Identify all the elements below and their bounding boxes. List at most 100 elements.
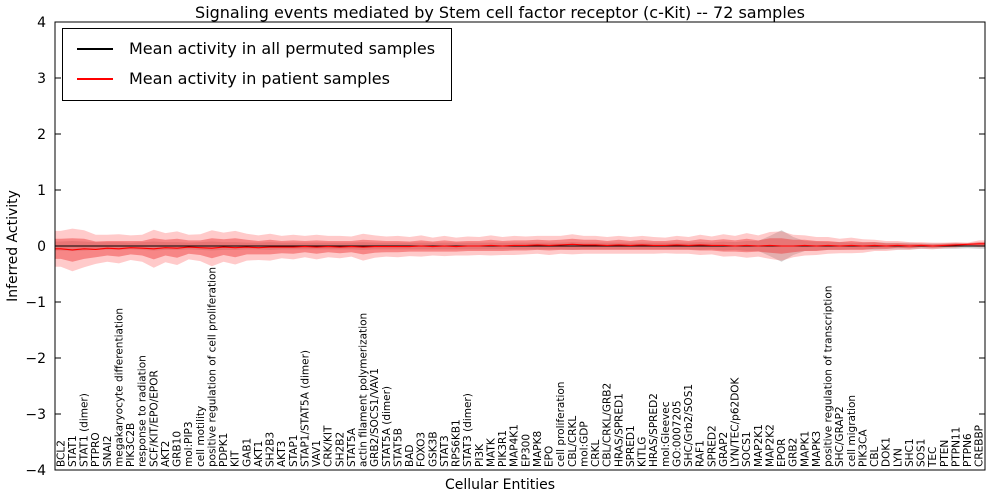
x-tick-label: LYN bbox=[892, 448, 904, 467]
x-tick-label: STAT3 bbox=[439, 435, 451, 467]
x-tick-label: SH2B3 bbox=[265, 432, 277, 467]
x-tick-label: SOCS1 bbox=[741, 431, 753, 467]
series-line-1 bbox=[55, 243, 985, 251]
x-tick-label: EP300 bbox=[520, 434, 532, 467]
x-tick-label: mol:Gleevec bbox=[660, 401, 672, 467]
x-tick-label: positive regulation of transcription bbox=[823, 286, 835, 467]
x-tick-label: response to radiation bbox=[137, 355, 149, 467]
band-patient-spread-inner bbox=[55, 238, 985, 262]
x-tick-label: BCL2 bbox=[55, 440, 67, 467]
x-tick-label: mol:PIP3 bbox=[183, 421, 195, 467]
x-tick-label: AKT2 bbox=[160, 441, 172, 467]
x-tick-label: positive regulation of cell proliferatio… bbox=[206, 267, 218, 467]
chart-title: Signaling events mediated by Stem cell f… bbox=[195, 3, 805, 22]
x-tick-label: EPO bbox=[544, 446, 556, 467]
y-tick-label: 1 bbox=[37, 183, 46, 199]
y-axis-label: Inferred Activity bbox=[5, 190, 21, 302]
x-tick-label: MATK bbox=[485, 437, 497, 467]
x-tick-label: SPRED2 bbox=[706, 425, 718, 467]
x-tick-label: PTPN11 bbox=[950, 427, 962, 467]
x-tick-label: DOK1 bbox=[881, 437, 893, 467]
x-tick-label: actin filament polymerization bbox=[358, 313, 370, 467]
x-tick-label: KITLG bbox=[637, 437, 649, 467]
x-tick-label: GRAP2 bbox=[718, 432, 730, 467]
x-tick-label: PIK3CA bbox=[857, 429, 869, 467]
x-tick-label: SCF/KIT/EPO/EPOR bbox=[148, 370, 160, 467]
x-tick-label: FOXO3 bbox=[416, 432, 428, 467]
x-tick-label: MAP4K1 bbox=[509, 424, 521, 467]
x-tick-label: SOS1 bbox=[916, 439, 928, 467]
x-tick-label: megakaryocyte differentiation bbox=[113, 308, 125, 467]
x-tick-label: CBL/CRKL/GRB2 bbox=[602, 383, 614, 467]
x-tick-label: BAD bbox=[404, 445, 416, 467]
x-tick-label: STAP1/STAT5A (dimer) bbox=[299, 350, 311, 467]
x-tick-label: SH2B2 bbox=[334, 432, 346, 467]
legend: Mean activity in all permuted samples Me… bbox=[62, 28, 453, 101]
x-tick-label: PTPRO bbox=[90, 432, 102, 467]
x-tick-label: MAPK8 bbox=[532, 431, 544, 467]
x-tick-label: SPRED1 bbox=[625, 425, 637, 467]
legend-item-patient: Mean activity in patient samples bbox=[77, 69, 435, 88]
x-tick-label: GRB2 bbox=[788, 438, 800, 467]
x-tick-label: STAP1 bbox=[288, 435, 300, 467]
x-tick-label: AKT1 bbox=[253, 441, 265, 467]
x-tick-label: VAV1 bbox=[311, 440, 323, 467]
x-tick-label: CBL bbox=[869, 446, 881, 467]
x-tick-label: CRKL bbox=[590, 439, 602, 467]
x-tick-label: SHC1 bbox=[904, 438, 916, 467]
y-tick-label: −4 bbox=[25, 463, 46, 479]
x-tick-label: STAT1 bbox=[67, 435, 79, 467]
legend-label-patient: Mean activity in patient samples bbox=[129, 69, 390, 88]
x-tick-label: GRB10 bbox=[172, 431, 184, 467]
x-tick-label: mol:GDP bbox=[578, 421, 590, 467]
x-tick-label: STAT5A bbox=[346, 427, 358, 467]
x-tick-label: MAPK3 bbox=[811, 431, 823, 467]
x-tick-label: STAT5A (dimer) bbox=[381, 386, 393, 467]
x-tick-label: PI3K bbox=[474, 443, 486, 467]
x-tick-label: GO:0007205 bbox=[671, 400, 683, 467]
x-tick-label: PIK3R1 bbox=[497, 430, 509, 467]
y-tick-label: 3 bbox=[37, 71, 46, 87]
x-tick-label: STAT5B bbox=[392, 428, 404, 467]
y-tick-label: 0 bbox=[37, 239, 46, 255]
x-tick-label: PIK3C2B bbox=[125, 423, 137, 467]
legend-label-permuted: Mean activity in all permuted samples bbox=[129, 39, 436, 58]
x-tick-label: PTEN bbox=[939, 440, 951, 467]
x-tick-label: STAT3 (dimer) bbox=[462, 393, 474, 467]
x-tick-label: MAP2K1 bbox=[753, 424, 765, 467]
x-tick-label: AKT3 bbox=[276, 441, 288, 467]
x-tick-label: RPS6KB1 bbox=[451, 419, 463, 467]
x-tick-label: HRAS/SPRED2 bbox=[648, 393, 660, 467]
x-tick-label: RAF1 bbox=[695, 440, 707, 467]
x-tick-label: MAP2K2 bbox=[764, 424, 776, 467]
y-tick-label: 4 bbox=[37, 15, 46, 31]
x-axis-label: Cellular Entities bbox=[444, 477, 556, 493]
x-tick-label: cell proliferation bbox=[555, 382, 567, 467]
x-tick-label: cell motility bbox=[195, 406, 207, 467]
y-tick-label: 2 bbox=[37, 127, 46, 143]
legend-line-patient-icon bbox=[77, 77, 113, 80]
band-patient-spread-outer bbox=[55, 228, 985, 272]
x-tick-label: CBL/CRKL bbox=[567, 416, 579, 467]
y-tick-label: −3 bbox=[25, 407, 46, 423]
x-tick-label: SHC/GRAP2 bbox=[834, 406, 846, 467]
x-tick-label: GRB2/SOCS1/VAV1 bbox=[369, 368, 381, 467]
x-tick-label: CREBBP bbox=[974, 425, 986, 467]
x-tick-label: KIT bbox=[230, 450, 242, 467]
x-tick-label: GAB1 bbox=[241, 438, 253, 467]
x-tick-label: PDPK1 bbox=[218, 433, 230, 467]
y-tick-label: −1 bbox=[25, 295, 46, 311]
x-tick-label: cell migration bbox=[846, 395, 858, 467]
legend-item-permuted: Mean activity in all permuted samples bbox=[77, 39, 435, 58]
x-tick-label: PTPN6 bbox=[962, 433, 974, 467]
x-tick-label: STAT1 (dimer) bbox=[79, 393, 91, 467]
x-tick-label: CRK/KIT bbox=[323, 425, 335, 467]
x-tick-label: HRAS/SPRED1 bbox=[613, 393, 625, 467]
legend-line-permuted-icon bbox=[77, 47, 113, 50]
x-tick-label: GSK3B bbox=[427, 431, 439, 467]
y-tick-label: −2 bbox=[25, 351, 46, 367]
x-tick-label: TEC bbox=[927, 447, 939, 468]
x-tick-label: EPOR bbox=[776, 438, 788, 467]
